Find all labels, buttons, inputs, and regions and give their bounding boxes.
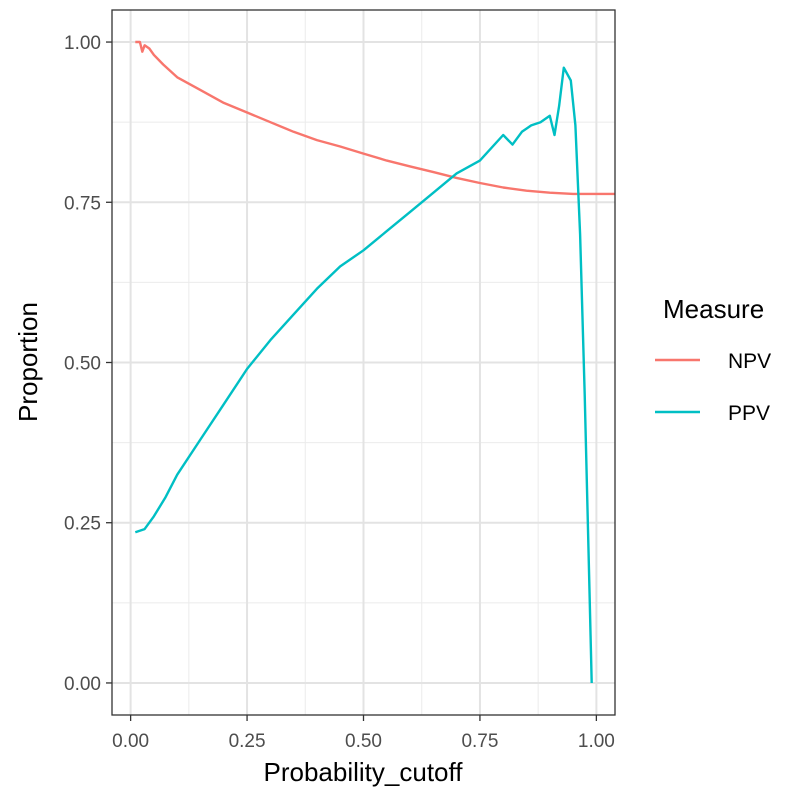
y-tick-label: 1.00 (64, 33, 101, 54)
y-tick-label: 0.50 (64, 354, 101, 375)
series-layer (134, 40, 615, 684)
series-line-npv (135, 40, 615, 196)
y-tick-label: 0.00 (64, 674, 101, 695)
x-axis-title: Probability_cutoff (264, 757, 464, 787)
y-axis-title: Proportion (13, 302, 43, 422)
legend-title: Measure (663, 294, 764, 324)
x-tick-label: 0.00 (112, 731, 149, 752)
x-tick-label: 0.75 (461, 731, 498, 752)
legend-label-npv: NPV (728, 350, 771, 373)
legend-label-ppv: PPV (728, 402, 770, 425)
x-axis-ticks: 0.00 0.25 0.50 0.75 1.00 (112, 715, 615, 752)
y-axis-ticks: 0.00 0.25 0.50 0.75 1.00 (64, 33, 112, 695)
legend: Measure NPV PPV (655, 294, 771, 425)
y-tick-label: 0.25 (64, 514, 101, 535)
series-line-ppv (134, 66, 593, 684)
x-tick-label: 0.50 (345, 731, 382, 752)
legend-items: NPV PPV (655, 350, 771, 425)
x-tick-label: 0.25 (229, 731, 266, 752)
major-gridlines (112, 10, 615, 715)
x-tick-label: 1.00 (578, 731, 615, 752)
y-tick-label: 0.75 (64, 193, 101, 214)
